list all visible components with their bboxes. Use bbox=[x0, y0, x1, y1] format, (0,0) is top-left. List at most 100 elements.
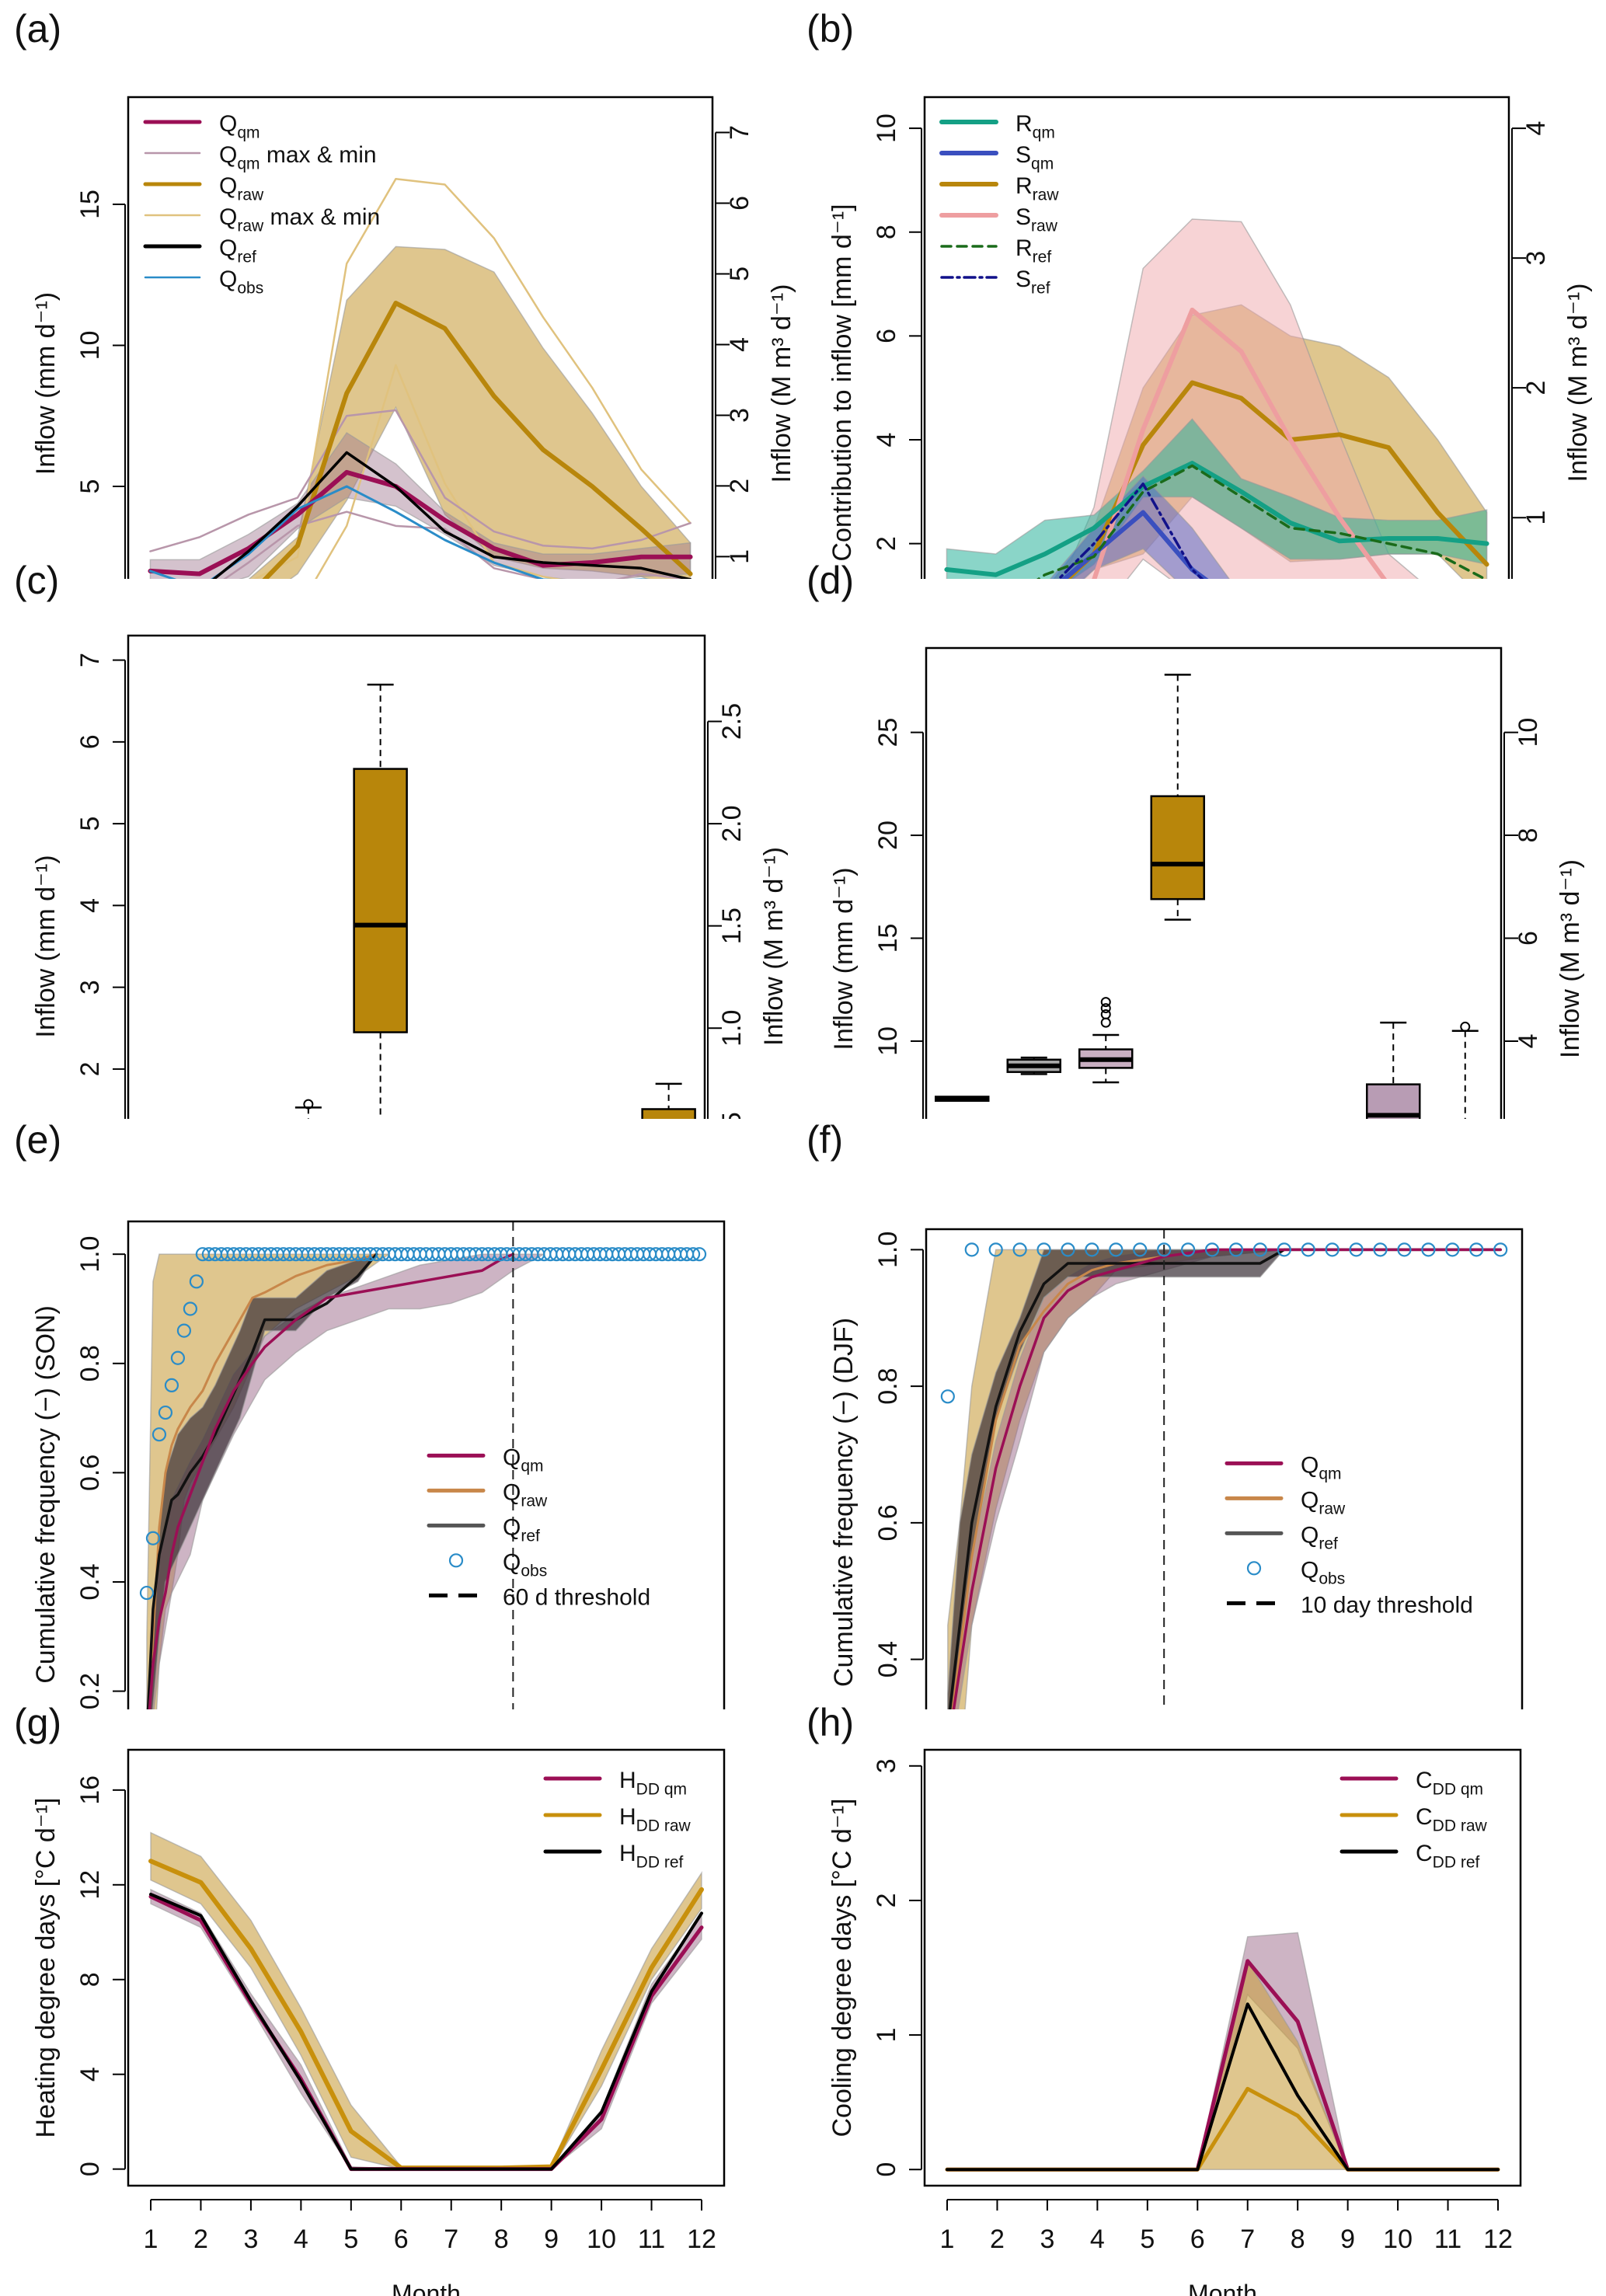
y-right-tick-label: 1 bbox=[1521, 510, 1551, 525]
legend-item-c-dd-raw: CDD raw bbox=[1339, 1804, 1488, 1834]
y-right-tick-label: 3 bbox=[1521, 251, 1551, 266]
y-right-tick-label: 2 bbox=[725, 479, 754, 493]
y-tick-label: 0.6 bbox=[873, 1504, 903, 1541]
series-q-raw bbox=[262, 301, 693, 579]
plot-frame bbox=[127, 634, 706, 1119]
panel-label-h: (h) bbox=[806, 1701, 855, 1744]
legend-item-c-dd-ref: CDD ref bbox=[1339, 1841, 1480, 1871]
legend-label: Sraw bbox=[1016, 204, 1058, 235]
legend-item-q-ref: Qref bbox=[427, 1514, 540, 1545]
y-tick-label: 0.6 bbox=[75, 1455, 105, 1491]
legend-item-c-dd-qm: CDD qm bbox=[1339, 1768, 1483, 1798]
chart-e-cumulative-son: 020406080Consecutive days below Q5 (SON)… bbox=[31, 1220, 726, 1709]
x-axis-title: Month bbox=[1188, 2280, 1257, 2296]
y-right-tick-label: 4 bbox=[1514, 1033, 1543, 1048]
plot-area bbox=[148, 1831, 704, 2172]
y-tick-label: 6 bbox=[872, 329, 901, 343]
point-q-obs bbox=[940, 1389, 955, 1404]
box-1 bbox=[935, 1096, 990, 1103]
legend-item-q-raw: Qraw bbox=[427, 1479, 548, 1510]
y-tick-label: 0.8 bbox=[75, 1345, 105, 1381]
legend: HDD qm HDD raw HDD ref bbox=[543, 1768, 692, 1871]
panel-label-f: (f) bbox=[806, 1118, 844, 1162]
series-s-raw bbox=[1092, 307, 1388, 579]
box-8 bbox=[641, 1082, 696, 1119]
legend-label: Rref bbox=[1016, 235, 1051, 266]
box-8 bbox=[1451, 1021, 1479, 1119]
x-tick-label: 1 bbox=[940, 2225, 955, 2254]
box-iqr bbox=[641, 1108, 696, 1119]
y-axis-left: 051015Inflow (mm d⁻¹) bbox=[31, 190, 126, 579]
y-axis-title: Inflow (mm d⁻¹) bbox=[31, 292, 61, 475]
legend-label: Qqm bbox=[219, 111, 260, 141]
band-q-raw-range bbox=[248, 246, 692, 579]
legend-label: Qobs bbox=[219, 267, 263, 297]
chart-c-q5-boxplot: Q5obs JJAQ5ref JJAQ5qm JJAQ5raw JJAQ5obs… bbox=[31, 634, 789, 1119]
y-right-tick-label: 4 bbox=[725, 337, 754, 352]
series-q-raw bbox=[148, 1253, 378, 1709]
y-tick-label: 2 bbox=[872, 536, 901, 551]
y-tick-label: 0 bbox=[75, 2162, 105, 2176]
point-q-obs bbox=[692, 1247, 707, 1262]
legend-label: Qobs bbox=[503, 1549, 547, 1580]
point-q-obs bbox=[170, 1350, 186, 1365]
chart-b-contribution-to-inflow: 1234567891012Month0246810Contribution to… bbox=[827, 96, 1593, 579]
y-right-tick-label: 6 bbox=[725, 196, 754, 211]
series-q-ref bbox=[146, 1253, 378, 1709]
legend-label: Qref bbox=[503, 1514, 540, 1545]
y-right-tick-label: 10 bbox=[1514, 718, 1543, 747]
y-right-axis-title: Inflow (M m³ d⁻¹) bbox=[767, 284, 796, 483]
legend-label: Rqm bbox=[1016, 111, 1055, 141]
y-axis-title: Cumulative frequency (−) (DJF) bbox=[829, 1318, 859, 1687]
outlier-point bbox=[1100, 997, 1111, 1008]
legend-item-10-day-threshold: 10 day threshold bbox=[1227, 1592, 1473, 1618]
point-q-obs bbox=[1085, 1242, 1099, 1257]
plot-frame bbox=[925, 646, 1503, 1119]
point-q-obs bbox=[1061, 1242, 1075, 1257]
series-r-qm bbox=[944, 461, 1489, 577]
y-tick-label: 3 bbox=[75, 980, 105, 995]
x-tick-label: 6 bbox=[394, 2225, 409, 2254]
legend: CDD qm CDD raw CDD ref bbox=[1339, 1768, 1488, 1871]
y-right-tick-label: 2.0 bbox=[717, 805, 747, 841]
legend-label: CDD ref bbox=[1416, 1841, 1480, 1871]
point-q-obs bbox=[1228, 1242, 1244, 1257]
box-3 bbox=[294, 1099, 322, 1119]
x-tick-label: 2 bbox=[990, 2225, 1005, 2254]
x-tick-label: 10 bbox=[1383, 2225, 1413, 2254]
legend-item-q-obs: Qobs bbox=[144, 267, 263, 297]
x-tick-label: 1 bbox=[144, 2225, 159, 2254]
legend-item-r-qm: Rqm bbox=[939, 111, 1055, 141]
legend-label: Sqm bbox=[1016, 142, 1054, 172]
y-right-tick-label: 8 bbox=[1514, 828, 1543, 843]
y-tick-label: 4 bbox=[75, 2067, 105, 2082]
point-q-obs bbox=[164, 1378, 179, 1392]
legend: Qqm Qraw Qref Qobs 10 day threshold bbox=[1225, 1452, 1473, 1618]
x-tick-label: 8 bbox=[494, 2225, 509, 2254]
point-q-obs bbox=[1301, 1242, 1315, 1257]
y-right-tick-label: 2 bbox=[1521, 381, 1551, 395]
legend-label: Qqm bbox=[1301, 1452, 1342, 1482]
point-q-obs bbox=[1493, 1242, 1508, 1257]
y-right-tick-label: 1.0 bbox=[717, 1010, 747, 1047]
outlier-point bbox=[303, 1099, 314, 1110]
legend-item-60-d-threshold: 60 d threshold bbox=[429, 1584, 650, 1610]
x-tick-label: 4 bbox=[1090, 2225, 1105, 2254]
y-tick-label: 12 bbox=[75, 1870, 105, 1900]
legend-label: Qref bbox=[1301, 1522, 1338, 1552]
point-q-obs bbox=[1012, 1242, 1027, 1257]
x-tick-label: 11 bbox=[638, 2225, 665, 2254]
x-tick-label: 9 bbox=[544, 2225, 559, 2254]
series-q-ref bbox=[948, 1248, 1502, 1709]
legend-item-q-qm: Qqm bbox=[1225, 1452, 1342, 1483]
y-tick-label: 1 bbox=[872, 2028, 901, 2043]
series-q-obs bbox=[148, 485, 651, 579]
legend-item-q-raw: Qraw bbox=[143, 173, 264, 204]
legend-item-h-dd-ref: HDD ref bbox=[543, 1841, 684, 1871]
panel-label-b: (b) bbox=[806, 7, 855, 51]
series-q-raw-min bbox=[315, 364, 562, 579]
